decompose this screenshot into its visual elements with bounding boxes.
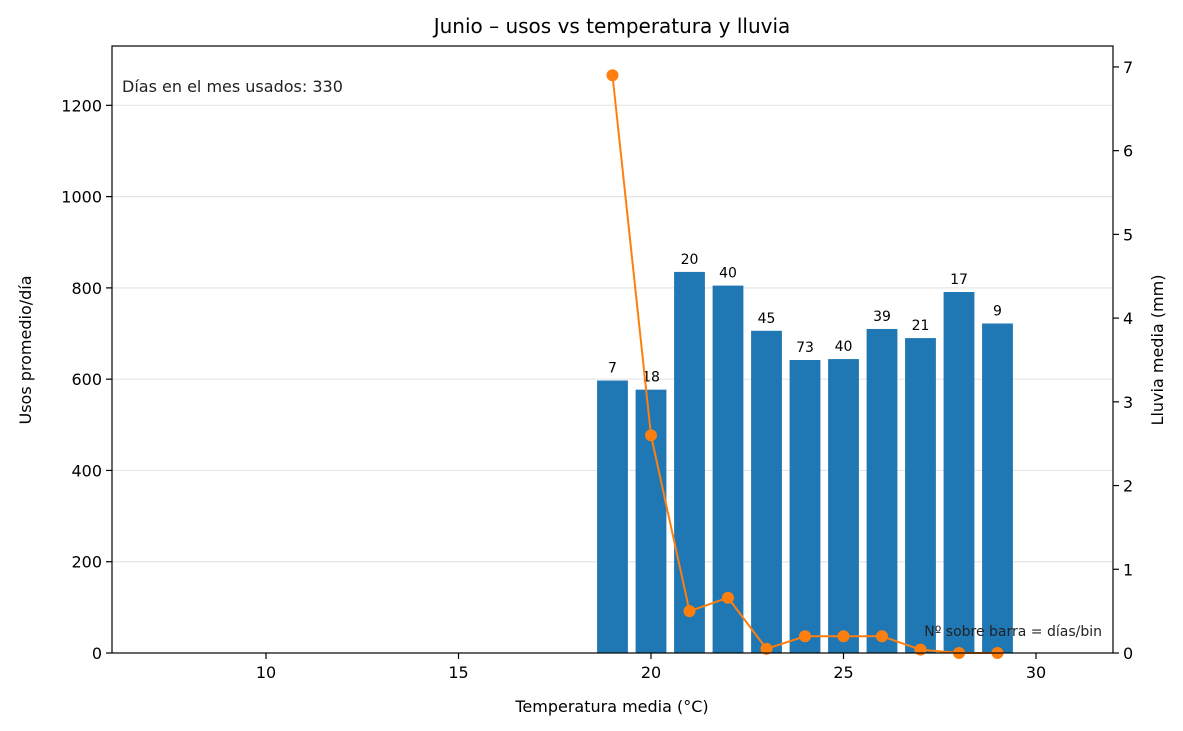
y-tick-label: 1000 — [61, 188, 102, 207]
bar — [943, 291, 975, 653]
chart-title: Junio – usos vs temperatura y lluvia — [432, 14, 791, 38]
bars-layer: 7 18 20 40 45 73 40 39 21 17 9 — [597, 252, 1013, 653]
y2-tick-label: 4 — [1123, 309, 1133, 328]
bar-label-note: Nº sobre barra = días/bin — [924, 624, 1102, 640]
bar — [789, 359, 821, 653]
bar — [751, 330, 782, 653]
bar-value-label: 45 — [758, 311, 776, 327]
y-tick-label: 200 — [71, 553, 102, 572]
y-tick-label: 400 — [71, 461, 102, 480]
y2-tick-label: 7 — [1123, 58, 1133, 77]
y2-tick-label: 0 — [1123, 644, 1133, 663]
bar-value-label: 21 — [912, 318, 930, 334]
bar-value-label: 40 — [719, 266, 737, 282]
y2-axis-title: Lluvia media (mm) — [1148, 275, 1167, 426]
rain-point — [837, 630, 850, 643]
rain-point — [683, 605, 696, 618]
bar-value-label: 9 — [993, 303, 1002, 319]
bar-value-label: 18 — [642, 370, 660, 386]
rain-point — [760, 642, 773, 655]
bar-value-label: 20 — [681, 252, 699, 268]
bar-value-label: 73 — [796, 340, 814, 356]
bar — [866, 328, 898, 653]
bar-value-label: 39 — [873, 309, 891, 325]
x-tick-label: 15 — [448, 663, 468, 682]
x-tick-label: 30 — [1026, 663, 1046, 682]
rain-point — [606, 69, 619, 82]
y2-tick-label: 6 — [1123, 142, 1133, 161]
y2-tick-label: 5 — [1123, 225, 1133, 244]
bar-value-label: 17 — [950, 272, 968, 288]
rain-point — [799, 630, 811, 643]
bar-value-label: 7 — [608, 361, 617, 377]
x-tick-label: 10 — [256, 663, 276, 682]
rain-point — [645, 429, 657, 442]
y-axis-title: Usos promedio/día — [16, 275, 35, 424]
y-tick-label: 1200 — [61, 96, 102, 115]
x-tick-label: 20 — [641, 663, 661, 682]
x-tick-label: 25 — [833, 663, 853, 682]
bar — [828, 359, 859, 653]
y-tick-label: 600 — [71, 370, 102, 389]
y2-tick-label: 1 — [1123, 560, 1133, 579]
line-layer — [606, 69, 1004, 659]
rain-point — [914, 643, 927, 656]
y-tick-label: 0 — [92, 644, 102, 663]
rain-point — [722, 591, 734, 604]
bar — [674, 271, 705, 653]
plot-frame — [111, 45, 1114, 654]
bar — [905, 338, 936, 653]
y2-tick-label: 2 — [1123, 477, 1133, 496]
y-tick-label: 800 — [71, 279, 102, 298]
text-layer: Junio – usos vs temperatura y lluvia Tem… — [16, 14, 1167, 716]
rain-point — [876, 630, 888, 643]
days-used-annotation: Días en el mes usados: 330 — [122, 77, 343, 96]
y2-tick-label: 3 — [1123, 393, 1133, 412]
x-axis-title: Temperatura media (°C) — [514, 697, 708, 716]
bar — [597, 380, 628, 653]
bar-value-label: 40 — [835, 339, 853, 355]
bar — [982, 323, 1013, 653]
